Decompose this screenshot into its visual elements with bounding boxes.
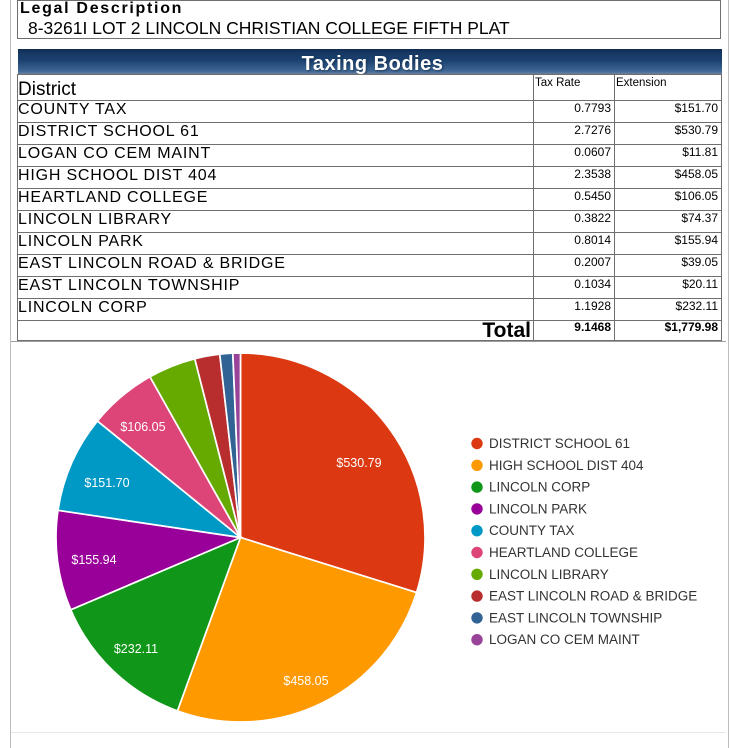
svg-text:COUNTY TAX: COUNTY TAX	[489, 523, 575, 538]
svg-text:DISTRICT SCHOOL 61: DISTRICT SCHOOL 61	[489, 436, 630, 451]
svg-text:$232.11: $232.11	[114, 642, 158, 656]
svg-text:$458.05: $458.05	[283, 674, 328, 688]
svg-text:LINCOLN LIBRARY: LINCOLN LIBRARY	[489, 567, 609, 582]
svg-text:$106.05: $106.05	[120, 420, 165, 434]
svg-text:HIGH SCHOOL DIST 404: HIGH SCHOOL DIST 404	[489, 458, 644, 473]
svg-text:$151.70: $151.70	[84, 476, 129, 490]
svg-text:EAST LINCOLN TOWNSHIP: EAST LINCOLN TOWNSHIP	[489, 610, 662, 625]
svg-text:EAST LINCOLN ROAD & BRIDGE: EAST LINCOLN ROAD & BRIDGE	[489, 589, 697, 604]
svg-text:LOGAN CO CEM MAINT: LOGAN CO CEM MAINT	[489, 632, 640, 647]
svg-text:$155.94: $155.94	[71, 553, 116, 567]
svg-text:$530.79: $530.79	[336, 456, 381, 470]
svg-text:HEARTLAND COLLEGE: HEARTLAND COLLEGE	[489, 545, 638, 560]
svg-text:LINCOLN PARK: LINCOLN PARK	[489, 501, 587, 516]
svg-text:LINCOLN CORP: LINCOLN CORP	[489, 480, 590, 495]
